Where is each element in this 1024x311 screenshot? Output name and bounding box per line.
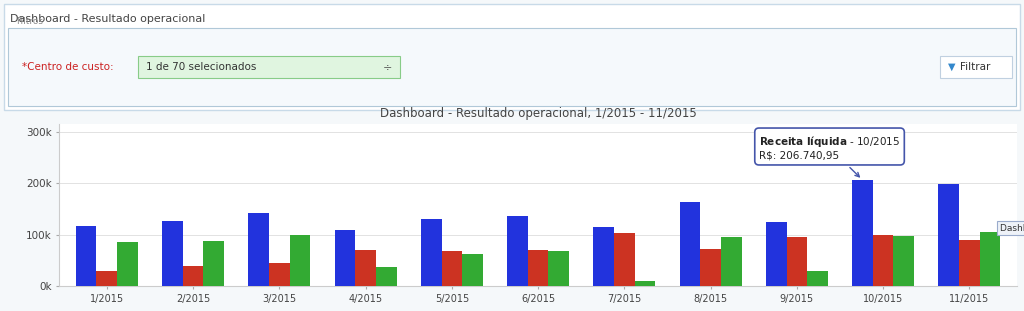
Bar — [721, 237, 741, 286]
Bar — [872, 235, 894, 286]
Bar — [593, 227, 614, 286]
Bar — [980, 232, 1000, 286]
Bar — [376, 267, 396, 286]
Title: Dashboard - Resultado operacional, 1/2015 - 11/2015: Dashboard - Resultado operacional, 1/201… — [380, 108, 696, 120]
Bar — [549, 251, 569, 286]
Bar — [527, 250, 549, 286]
Bar — [96, 271, 117, 286]
Bar — [182, 266, 204, 286]
Bar — [959, 240, 980, 286]
Bar — [204, 241, 224, 286]
Bar — [894, 236, 914, 286]
Bar — [462, 254, 483, 286]
Text: Dashboard - Resultado operacional: Dashboard - Resultado operacional — [999, 224, 1024, 233]
Bar — [614, 233, 635, 286]
Bar — [700, 249, 721, 286]
Bar — [248, 213, 269, 286]
Bar — [117, 243, 138, 286]
Text: ÷: ÷ — [383, 62, 392, 72]
Text: Filtros: Filtros — [16, 17, 43, 26]
Bar — [766, 222, 786, 286]
Bar — [938, 184, 959, 286]
Bar — [441, 251, 462, 286]
Bar — [335, 230, 355, 286]
FancyBboxPatch shape — [8, 28, 1016, 106]
Text: 1 de 70 selecionados: 1 de 70 selecionados — [146, 62, 256, 72]
Bar — [680, 202, 700, 286]
Bar — [162, 221, 182, 286]
FancyBboxPatch shape — [4, 4, 1020, 110]
Text: $\bf{Receita\ líquida}$ - 10/2015
R$: 206.740,95: $\bf{Receita\ líquida}$ - 10/2015 R$: 20… — [759, 134, 900, 177]
Text: ▼: ▼ — [948, 62, 955, 72]
FancyBboxPatch shape — [940, 56, 1012, 78]
Bar — [786, 237, 807, 286]
Bar — [852, 180, 872, 286]
Bar — [76, 226, 96, 286]
Text: Filtrar: Filtrar — [961, 62, 990, 72]
Bar — [507, 216, 527, 286]
Bar — [269, 262, 290, 286]
Bar — [355, 250, 376, 286]
Bar — [290, 235, 310, 286]
Text: Dashboard - Resultado operacional: Dashboard - Resultado operacional — [10, 14, 206, 24]
Text: *Centro de custo:: *Centro de custo: — [22, 62, 114, 72]
FancyBboxPatch shape — [138, 56, 400, 78]
Bar — [421, 219, 441, 286]
Bar — [807, 271, 828, 286]
Bar — [635, 281, 655, 286]
